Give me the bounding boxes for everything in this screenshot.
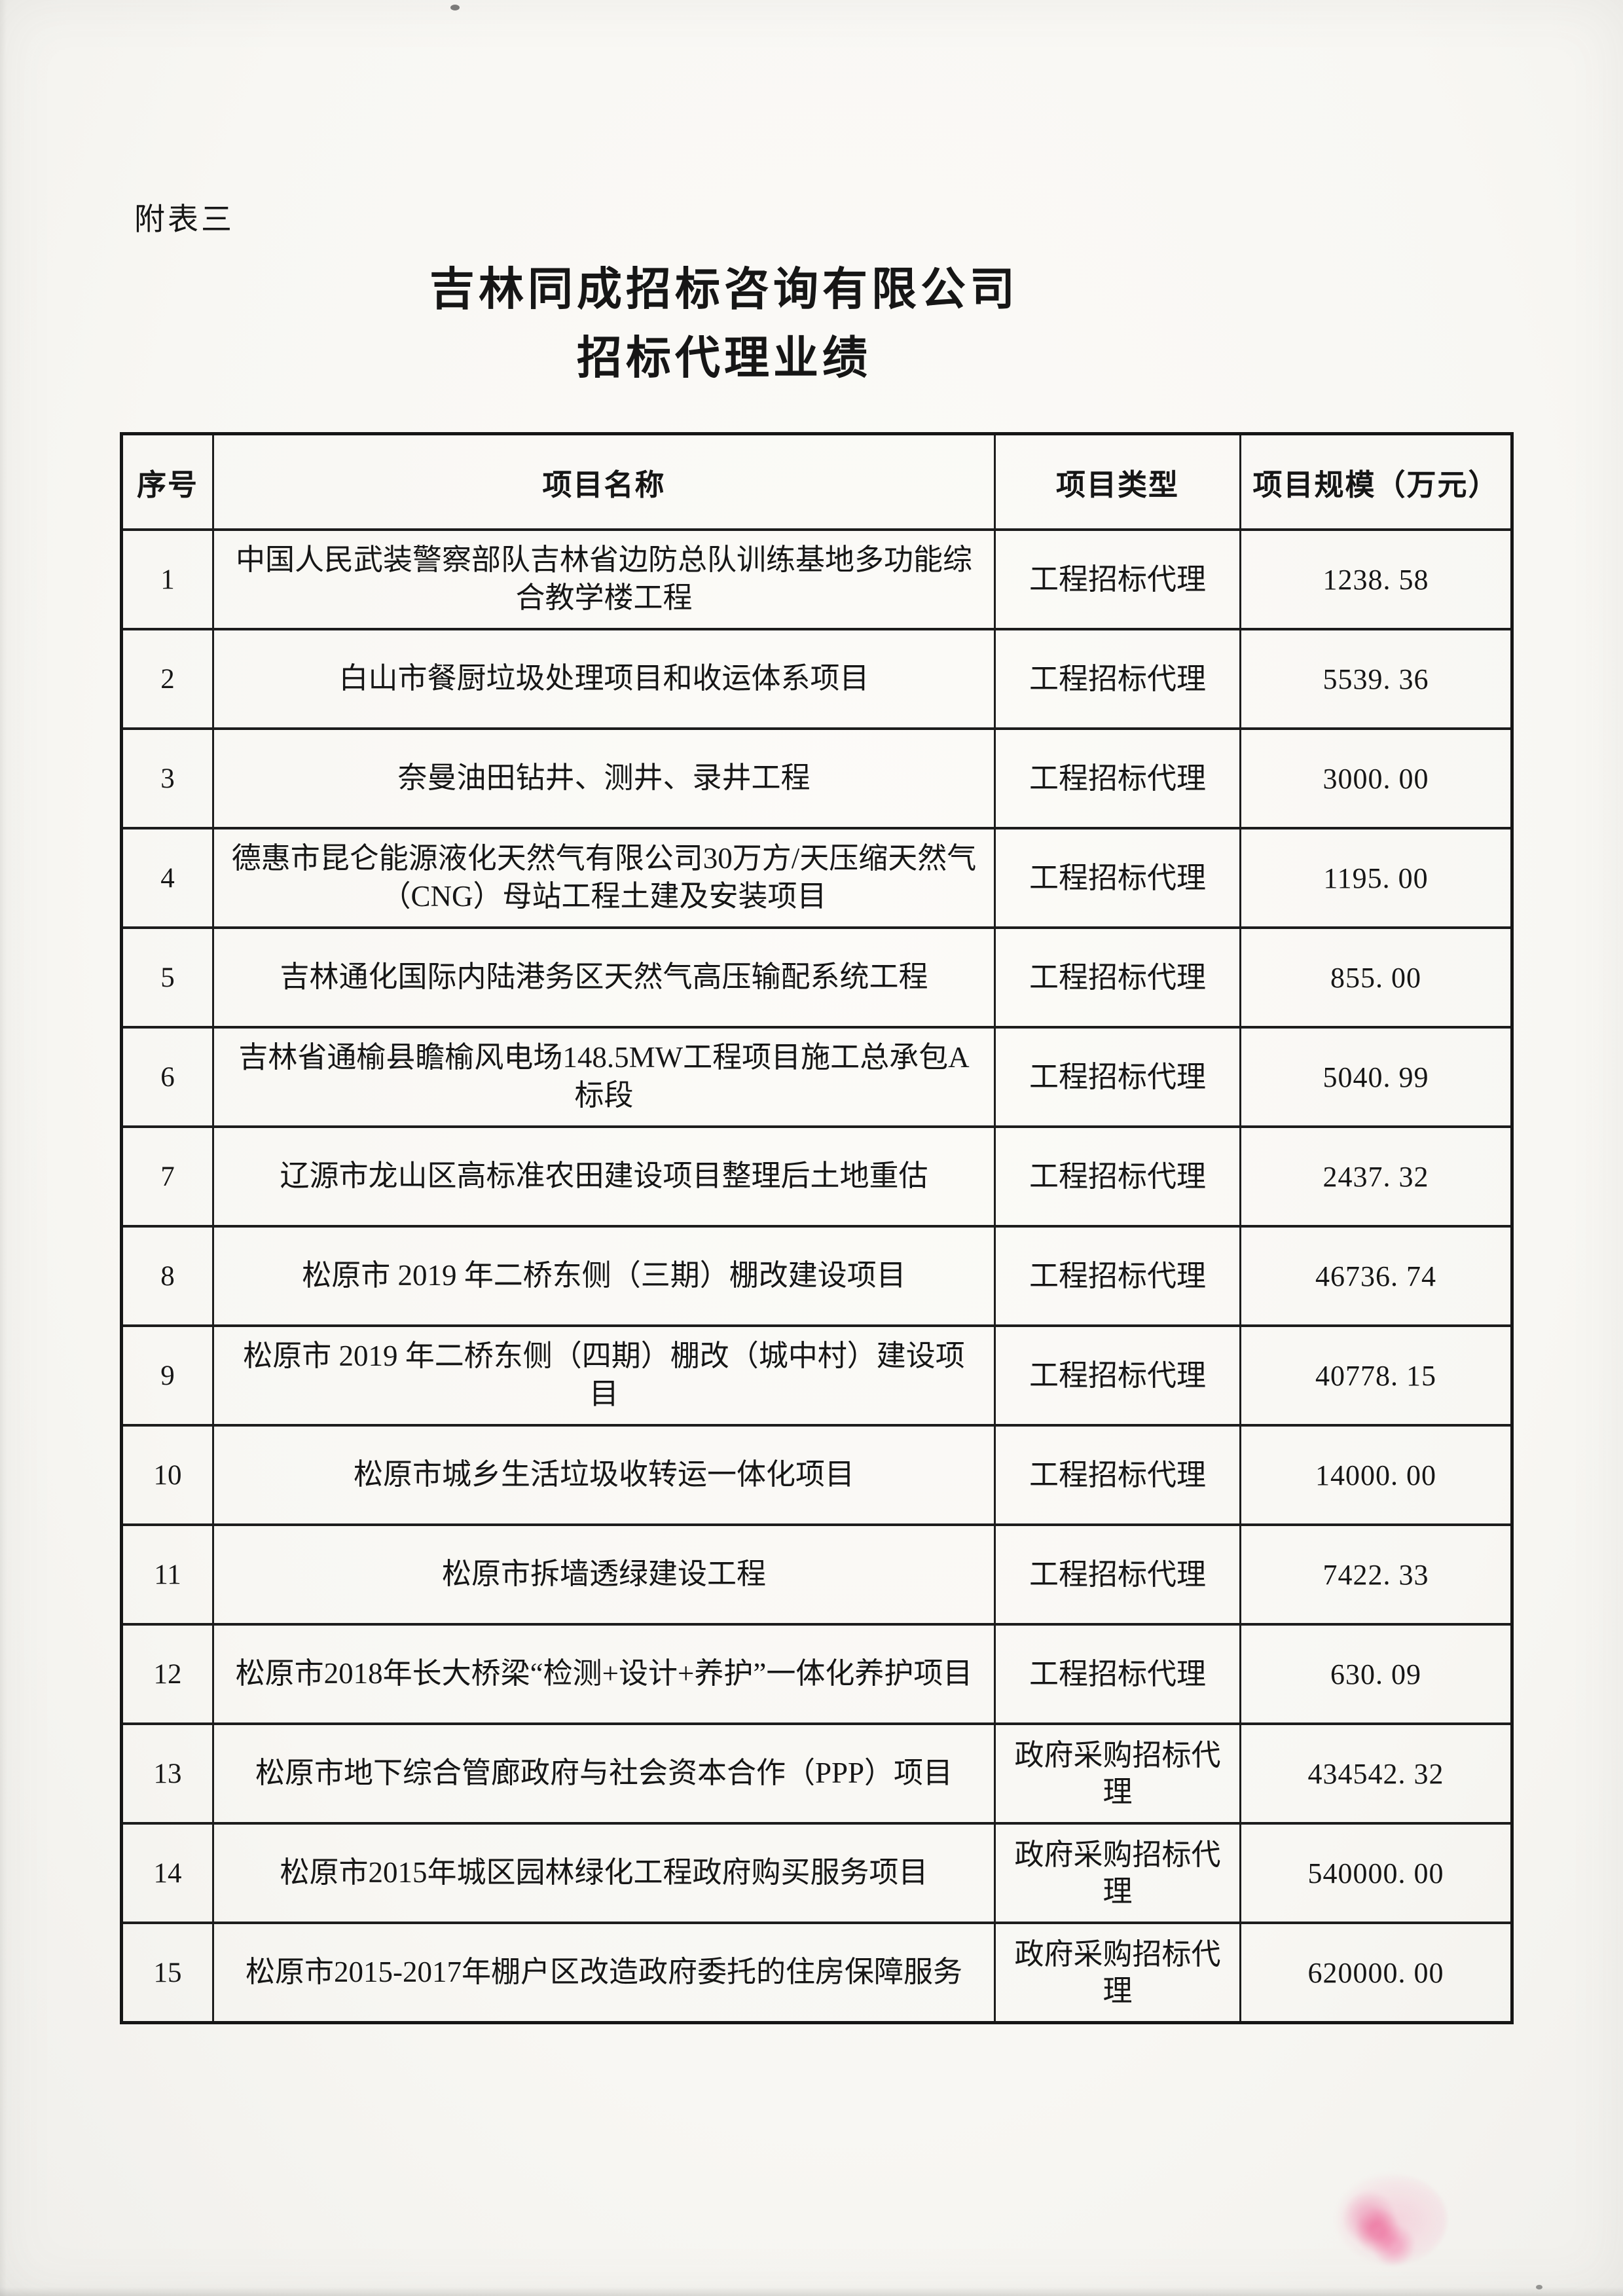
table-row: 12 松原市2018年长大桥梁“检测+设计+养护”一体化养护项目 工程招标代理 …: [120, 1623, 1513, 1725]
project-scale-cell: 5539. 36: [1239, 628, 1513, 730]
project-name-cell: 吉林通化国际内陆港务区天然气高压输配系统工程: [212, 926, 996, 1029]
project-scale-cell: 855. 00: [1239, 926, 1513, 1029]
row-index-cell: 15: [120, 1922, 214, 2024]
table-row: 5 吉林通化国际内陆港务区天然气高压输配系统工程 工程招标代理 855. 00: [120, 926, 1513, 1029]
project-type-cell: 政府采购招标代理: [994, 1722, 1241, 1825]
project-name-cell: 松原市2015年城区园林绿化工程政府购买服务项目: [212, 1822, 996, 1924]
project-name-cell: 中国人民武装警察部队吉林省边防总队训练基地多功能综合教学楼工程: [212, 528, 996, 630]
project-type-cell: 工程招标代理: [994, 1523, 1241, 1626]
project-type-cell: 工程招标代理: [994, 1324, 1241, 1427]
scan-edge-shadow: [0, 2287, 1623, 2296]
project-type-cell: 工程招标代理: [994, 528, 1241, 630]
row-index-cell: 2: [120, 628, 214, 730]
project-name-cell: 松原市 2019 年二桥东侧（四期）棚改（城中村）建设项目: [212, 1324, 996, 1427]
project-type-cell: 工程招标代理: [994, 1125, 1241, 1228]
project-type-cell: 工程招标代理: [994, 827, 1241, 929]
project-scale-cell: 46736. 74: [1239, 1225, 1513, 1327]
table-row: 9 松原市 2019 年二桥东侧（四期）棚改（城中村）建设项目 工程招标代理 4…: [120, 1324, 1513, 1427]
table-row: 4 德惠市昆仑能源液化天然气有限公司30万方/天压缩天然气（CNG）母站工程土建…: [120, 827, 1513, 929]
project-name-cell: 松原市 2019 年二桥东侧（三期）棚改建设项目: [212, 1225, 996, 1327]
table-row: 7 辽源市龙山区高标准农田建设项目整理后土地重估 工程招标代理 2437. 32: [120, 1125, 1513, 1228]
table-row: 13 松原市地下综合管廊政府与社会资本合作（PPP）项目 政府采购招标代理 43…: [120, 1722, 1513, 1825]
project-name-cell: 吉林省通榆县瞻榆风电场148.5MW工程项目施工总承包A标段: [212, 1026, 996, 1128]
project-name-cell: 白山市餐厨垃圾处理项目和收运体系项目: [212, 628, 996, 730]
project-scale-cell: 14000. 00: [1239, 1424, 1513, 1526]
project-name-cell: 松原市拆墙透绿建设工程: [212, 1523, 996, 1626]
row-index-cell: 7: [120, 1125, 214, 1228]
document-title: 吉林同成招标咨询有限公司 招标代理业绩: [0, 267, 1448, 381]
attachment-label: 附表三: [134, 203, 234, 237]
project-name-cell: 辽源市龙山区高标准农田建设项目整理后土地重估: [212, 1125, 996, 1228]
project-name-cell: 松原市城乡生活垃圾收转运一体化项目: [212, 1424, 996, 1526]
project-name-cell: 松原市地下综合管廊政府与社会资本合作（PPP）项目: [212, 1722, 996, 1825]
row-index-cell: 3: [120, 727, 214, 829]
row-index-cell: 12: [120, 1623, 214, 1725]
table-body: 1 中国人民武装警察部队吉林省边防总队训练基地多功能综合教学楼工程 工程招标代理…: [120, 528, 1513, 2024]
row-index-cell: 9: [120, 1324, 214, 1427]
project-type-cell: 工程招标代理: [994, 727, 1241, 829]
table-row: 6 吉林省通榆县瞻榆风电场148.5MW工程项目施工总承包A标段 工程招标代理 …: [120, 1026, 1513, 1128]
header-index: 序号: [120, 432, 214, 531]
scan-speck: [450, 5, 460, 10]
project-scale-cell: 40778. 15: [1239, 1324, 1513, 1427]
row-index-cell: 10: [120, 1424, 214, 1526]
table-row: 10 松原市城乡生活垃圾收转运一体化项目 工程招标代理 14000. 00: [120, 1424, 1513, 1526]
row-index-cell: 11: [120, 1523, 214, 1626]
project-name-cell: 德惠市昆仑能源液化天然气有限公司30万方/天压缩天然气（CNG）母站工程土建及安…: [212, 827, 996, 929]
project-type-cell: 政府采购招标代理: [994, 1922, 1241, 2024]
row-index-cell: 4: [120, 827, 214, 929]
row-index-cell: 6: [120, 1026, 214, 1128]
project-scale-cell: 7422. 33: [1239, 1523, 1513, 1626]
table-row: 11 松原市拆墙透绿建设工程 工程招标代理 7422. 33: [120, 1523, 1513, 1626]
project-scale-cell: 1238. 58: [1239, 528, 1513, 630]
performance-table: 序号 项目名称 项目类型 项目规模（万元） 1 中国人民武装警察部队吉林省边防总…: [120, 432, 1514, 2024]
scan-edge-shadow: [0, 0, 7, 2296]
scan-speck: [1536, 2285, 1542, 2289]
project-scale-cell: 1195. 00: [1239, 827, 1513, 929]
table-row: 3 奈曼油田钻井、测井、录井工程 工程招标代理 3000. 00: [120, 727, 1513, 829]
project-type-cell: 工程招标代理: [994, 1424, 1241, 1526]
project-scale-cell: 630. 09: [1239, 1623, 1513, 1725]
header-project-type: 项目类型: [994, 432, 1241, 531]
project-name-cell: 奈曼油田钻井、测井、录井工程: [212, 727, 996, 829]
document-subtitle: 招标代理业绩: [577, 333, 871, 383]
project-name-cell: 松原市2018年长大桥梁“检测+设计+养护”一体化养护项目: [212, 1623, 996, 1725]
table-row: 2 白山市餐厨垃圾处理项目和收运体系项目 工程招标代理 5539. 36: [120, 628, 1513, 730]
project-scale-cell: 5040. 99: [1239, 1026, 1513, 1128]
header-project-name: 项目名称: [212, 432, 996, 531]
project-type-cell: 工程招标代理: [994, 1623, 1241, 1725]
row-index-cell: 1: [120, 528, 214, 630]
project-scale-cell: 3000. 00: [1239, 727, 1513, 829]
table-row: 1 中国人民武装警察部队吉林省边防总队训练基地多功能综合教学楼工程 工程招标代理…: [120, 528, 1513, 630]
company-name: 吉林同成招标咨询有限公司: [429, 264, 1019, 314]
row-index-cell: 8: [120, 1225, 214, 1327]
project-type-cell: 政府采购招标代理: [994, 1822, 1241, 1924]
row-index-cell: 14: [120, 1822, 214, 1924]
project-type-cell: 工程招标代理: [994, 1225, 1241, 1327]
project-type-cell: 工程招标代理: [994, 1026, 1241, 1128]
table-row: 15 松原市2015-2017年棚户区改造政府委托的住房保障服务 政府采购招标代…: [120, 1922, 1513, 2024]
table-header-row: 序号 项目名称 项目类型 项目规模（万元）: [120, 432, 1513, 531]
table-row: 8 松原市 2019 年二桥东侧（三期）棚改建设项目 工程招标代理 46736.…: [120, 1225, 1513, 1327]
header-project-scale: 项目规模（万元）: [1239, 432, 1513, 531]
project-type-cell: 工程招标代理: [994, 926, 1241, 1029]
project-scale-cell: 2437. 32: [1239, 1125, 1513, 1228]
project-scale-cell: 434542. 32: [1239, 1722, 1513, 1825]
project-scale-cell: 540000. 00: [1239, 1822, 1513, 1924]
project-type-cell: 工程招标代理: [994, 628, 1241, 730]
row-index-cell: 5: [120, 926, 214, 1029]
project-name-cell: 松原市2015-2017年棚户区改造政府委托的住房保障服务: [212, 1922, 996, 2024]
row-index-cell: 13: [120, 1722, 214, 1825]
pink-stamp-smudge: [1336, 2174, 1447, 2265]
table-row: 14 松原市2015年城区园林绿化工程政府购买服务项目 政府采购招标代理 540…: [120, 1822, 1513, 1924]
project-scale-cell: 620000. 00: [1239, 1922, 1513, 2024]
